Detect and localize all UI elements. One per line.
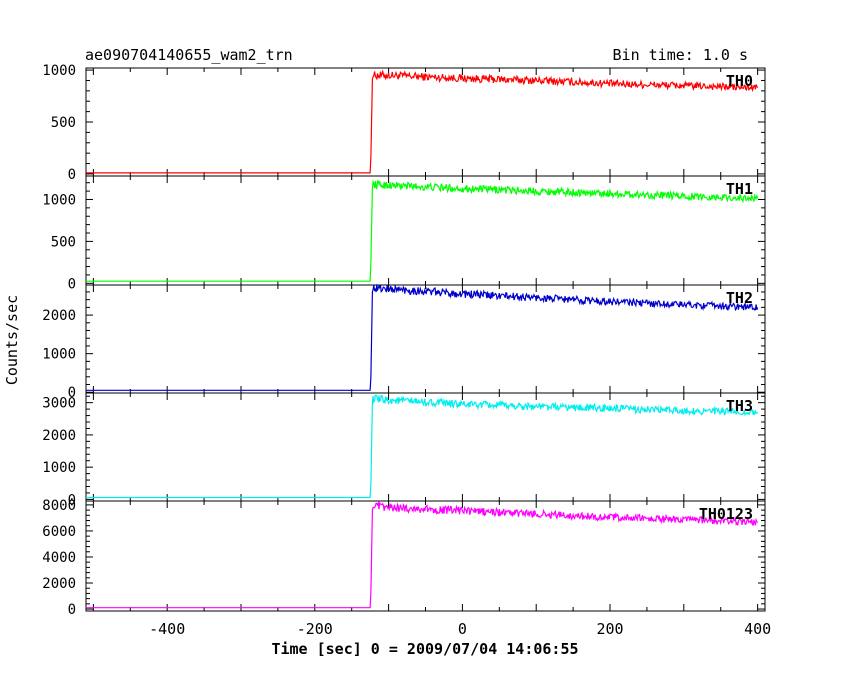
y-tick-label: 8000	[42, 498, 76, 514]
series-line-TH2	[86, 284, 759, 391]
panel-label-TH0123: TH0123	[699, 505, 753, 523]
y-tick-label: 0	[68, 167, 76, 183]
series-line-TH1	[86, 179, 759, 282]
bin-time-label: Bin time: 1.0 s	[613, 46, 748, 64]
x-tick-label: -200	[297, 620, 333, 638]
y-tick-label: 2000	[42, 428, 76, 444]
y-tick-label: 1000	[42, 63, 76, 79]
y-tick-label: 6000	[42, 524, 76, 540]
x-axis-label: Time [sec] 0 = 2009/07/04 14:06:55	[271, 640, 578, 658]
y-tick-label: 1000	[42, 460, 76, 476]
panel-label-TH0: TH0	[726, 72, 753, 90]
y-tick-label: 1000	[42, 192, 76, 208]
panel-label-TH1: TH1	[726, 180, 753, 198]
chart-title: ae090704140655_wam2_trn	[85, 46, 293, 64]
y-tick-label: 0	[68, 602, 76, 618]
series-line-TH0123	[86, 500, 759, 609]
y-tick-label: 4000	[42, 550, 76, 566]
x-tick-label: 0	[458, 620, 467, 638]
x-tick-label: 400	[744, 620, 771, 638]
y-tick-label: 500	[51, 234, 76, 250]
y-tick-label: 3000	[42, 396, 76, 412]
series-line-TH0	[86, 69, 759, 174]
y-tick-label: 2000	[42, 308, 76, 324]
y-axis-label: Counts/sec	[3, 295, 21, 385]
panel-label-TH2: TH2	[726, 289, 753, 307]
y-tick-label: 0	[68, 492, 76, 508]
panel-frame-TH2	[85, 284, 766, 394]
x-tick-label: 200	[596, 620, 623, 638]
y-tick-label: 500	[51, 115, 76, 131]
panel-label-TH3: TH3	[726, 397, 753, 415]
y-tick-label: 0	[68, 385, 76, 401]
y-tick-label: 1000	[42, 347, 76, 363]
series-line-TH3	[86, 394, 759, 499]
x-tick-label: -400	[149, 620, 185, 638]
y-tick-label: 0	[68, 276, 76, 292]
y-tick-label: 2000	[42, 576, 76, 592]
panels-group: 05001000TH005001000TH1010002000TH2010002…	[42, 63, 771, 638]
